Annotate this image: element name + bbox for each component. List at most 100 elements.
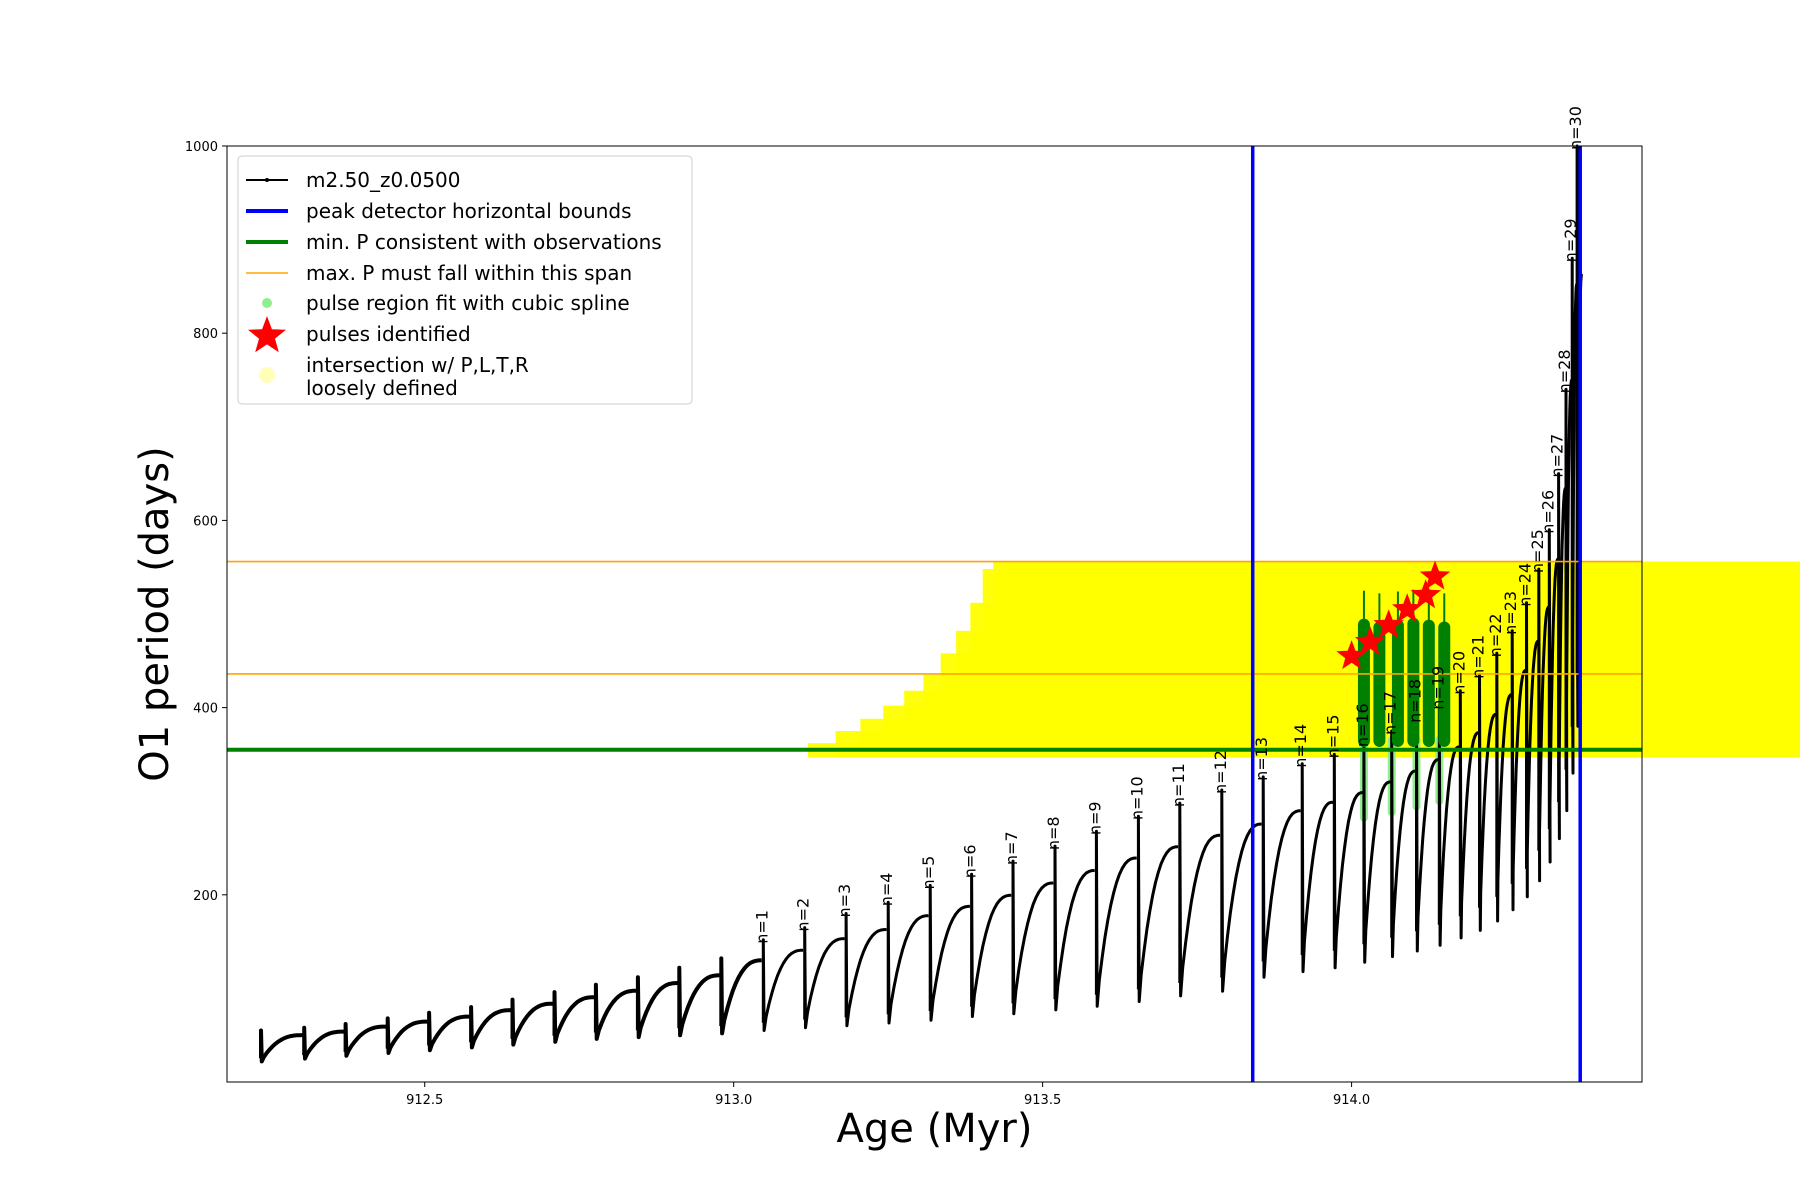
track-pulse-32: [1458, 689, 1479, 940]
legend-label: max. P must fall within this span: [306, 261, 632, 285]
pulse-label: n=29: [1561, 218, 1580, 262]
pulse-label: n=11: [1169, 763, 1188, 807]
track-pulse-8: [552, 990, 595, 1044]
x-axis-title: Age (Myr): [837, 1106, 1033, 1152]
track-pulse-14: [803, 926, 845, 1030]
track-pulse-25: [1261, 775, 1301, 979]
legend-handle-track: [246, 178, 288, 182]
track-pulse-21: [1094, 829, 1137, 1008]
track-pulse-7: [510, 997, 553, 1047]
legend-handle-spline: [262, 298, 272, 308]
pulse-star: [1419, 560, 1451, 590]
track-pulse-34: [1495, 651, 1513, 923]
pulse-label: n=3: [835, 884, 854, 918]
pulse-label: n=9: [1085, 801, 1104, 835]
y-tick-label: 1000: [185, 140, 218, 155]
green-column: [1407, 617, 1420, 747]
track-pulse-15: [844, 912, 887, 1028]
horizontal-lines: [227, 560, 1642, 752]
x-ticks: 912.5 913.0 913.5 914.0: [406, 1082, 1370, 1108]
y-axis-title: O1 period (days): [132, 446, 178, 781]
pulse-star: [1410, 579, 1441, 609]
track-pulse-16: [886, 900, 929, 1025]
pulse-label: n=18: [1405, 679, 1424, 723]
track-pulse-24: [1220, 788, 1262, 993]
pulse-label: n=7: [1002, 831, 1021, 865]
y-ticks: 200 400 600 800 1000: [185, 140, 227, 904]
track-pulse-4: [385, 1016, 428, 1055]
track-pulse-6: [469, 1005, 511, 1050]
track-pulse-22: [1136, 814, 1179, 1003]
legend-handle-star: [248, 316, 286, 353]
pulse-label: n=22: [1486, 613, 1505, 657]
track-pulse-36: [1525, 601, 1539, 899]
legend-box: [237, 155, 693, 405]
pulse-star: [1373, 609, 1404, 639]
y-tick-label: 600: [193, 514, 218, 529]
pulse-label: n=16: [1353, 703, 1372, 747]
track-pulse-13: [761, 938, 804, 1032]
track-pulse-12: [719, 956, 762, 1036]
track-pulse-9: [593, 982, 637, 1041]
track-pulse-1: [259, 1028, 303, 1064]
pulse-star: [1354, 626, 1386, 655]
x-tick-label: 912.5: [406, 1093, 443, 1108]
pulse-label: n=21: [1468, 635, 1487, 679]
pulse-label: n=25: [1528, 529, 1547, 573]
pulse-label: n=30: [1566, 106, 1585, 150]
legend-label: intersection w/ P,L,T,R: [306, 353, 529, 377]
x-tick-label: 913.0: [715, 1093, 752, 1108]
legend-label: pulses identified: [306, 322, 471, 346]
track-pulse-38: [1547, 528, 1560, 864]
pulse-label: n=28: [1555, 349, 1574, 393]
y-tick-label: 400: [193, 702, 218, 717]
pulse-label: n=20: [1449, 651, 1468, 695]
track-pulse-3: [343, 1022, 386, 1058]
plot-frame: [226, 145, 1643, 1083]
green-pulse-columns: [1357, 589, 1451, 747]
track-pulse-17: [928, 883, 971, 1022]
track-pulse-26: [1300, 762, 1334, 974]
pulse-label: n=2: [794, 898, 813, 932]
pulse-label: n=15: [1323, 714, 1342, 758]
track-pulse-23: [1178, 801, 1221, 998]
track-pulse-27: [1332, 752, 1363, 970]
pulse-label: n=26: [1538, 490, 1557, 534]
pulse-label: n=23: [1501, 591, 1520, 635]
y-tick-label: 200: [193, 889, 218, 904]
pulse-label: n=1: [752, 910, 771, 944]
legend-label: peak detector horizontal bounds: [306, 199, 632, 223]
green-column: [1422, 619, 1435, 747]
legend-label: m2.50_z0.0500: [306, 168, 461, 192]
track-pulse-2: [302, 1025, 344, 1061]
track-pulse-37: [1537, 567, 1550, 883]
pulse-label: n=12: [1211, 750, 1230, 794]
pulse-label: n=14: [1291, 724, 1310, 768]
vertical-bounds: [1250, 146, 1582, 1082]
track-pulse-39: [1557, 472, 1567, 841]
pulse-label: n=13: [1252, 737, 1271, 781]
pulse-label: n=10: [1127, 776, 1146, 820]
track-pulse-29: [1390, 729, 1416, 959]
legend-handle-intersection: [259, 367, 275, 383]
green-column: [1391, 619, 1404, 747]
track-pulse-33: [1478, 673, 1497, 932]
pulse-label: n=24: [1515, 563, 1534, 607]
pulse-label: n=5: [919, 856, 938, 890]
pulse-label: n=19: [1428, 666, 1447, 710]
pulse-labels: n=1 n=2 n=3 n=4 n=5 n=6 n=7 n=8 n=9 n=10 n=11 n=12 n…: [752, 106, 1585, 944]
track-pulse-28: [1362, 741, 1391, 964]
legend-marker: [265, 178, 269, 182]
pulse-label: n=6: [961, 844, 980, 878]
track-pulse-11: [677, 965, 720, 1038]
green-column: [1438, 621, 1451, 747]
track-pulse-20: [1053, 844, 1095, 1012]
x-tick-label: 914.0: [1333, 1093, 1370, 1108]
x-tick-label: 913.5: [1024, 1093, 1061, 1108]
pulse-label: n=27: [1548, 434, 1567, 478]
identified-pulses: [1336, 560, 1451, 670]
track-pulse-30: [1415, 717, 1439, 953]
track-pulse-19: [1011, 859, 1054, 1016]
y-tick-label: 800: [193, 327, 218, 342]
